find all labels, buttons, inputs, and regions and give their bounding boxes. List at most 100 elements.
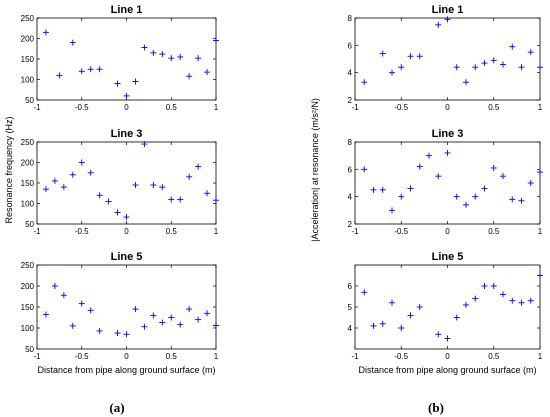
- data-point: [213, 322, 219, 329]
- x-tick-label: 0.5: [488, 352, 500, 361]
- data-point: [51, 283, 58, 289]
- data-point: [389, 69, 395, 76]
- data-point: [42, 29, 49, 36]
- x-tick-label: 0.5: [488, 103, 500, 112]
- data-point: [141, 141, 148, 148]
- y-tick-label: 6: [348, 282, 353, 291]
- data-point: [435, 173, 442, 180]
- data-point: [195, 163, 202, 170]
- right-y-axis-label: |Acceleration| at resonance (m/s²/N): [310, 98, 320, 242]
- x-axis-label: Distance from pipe along ground surface …: [358, 365, 536, 375]
- panel-title: Line 3: [432, 128, 464, 140]
- data-point: [500, 173, 506, 180]
- x-tick-label: 0: [124, 352, 129, 361]
- data-point: [444, 149, 451, 156]
- data-point: [453, 64, 460, 71]
- panel-title: Line 1: [111, 4, 143, 16]
- data-point: [96, 192, 103, 199]
- data-point: [195, 316, 202, 323]
- data-point: [150, 182, 157, 189]
- data-point: [132, 182, 139, 189]
- data-point: [527, 297, 534, 304]
- x-tick-label: -1: [33, 103, 41, 112]
- data-point: [416, 163, 423, 170]
- data-point: [463, 79, 469, 86]
- plot-frame: [36, 17, 217, 101]
- data-point: [527, 49, 534, 56]
- data-point: [398, 325, 405, 331]
- x-tick-label: 1: [214, 352, 219, 361]
- y-tick-label: 6: [348, 41, 353, 50]
- data-point: [168, 196, 175, 203]
- data-point: [177, 321, 184, 328]
- data-point: [398, 64, 405, 71]
- y-tick-label: 100: [21, 76, 35, 85]
- data-point: [435, 331, 442, 338]
- data-point: [96, 327, 103, 334]
- data-point: [509, 196, 516, 203]
- data-point: [132, 78, 139, 85]
- data-point: [490, 283, 497, 289]
- data-point: [490, 57, 497, 64]
- x-tick-label: -1: [33, 352, 41, 361]
- data-point: [204, 190, 211, 197]
- data-point: [537, 64, 543, 71]
- x-tick-label: 0.5: [166, 227, 178, 236]
- data-point: [472, 64, 479, 71]
- data-point: [407, 53, 414, 60]
- plot-frame: [36, 141, 217, 225]
- data-point: [168, 55, 175, 62]
- data-point: [398, 193, 405, 200]
- data-point: [123, 331, 130, 338]
- y-tick-label: 8: [348, 138, 353, 147]
- data-point: [105, 198, 112, 205]
- data-point: [453, 193, 460, 200]
- caption-a: (a): [109, 400, 124, 415]
- data-point: [453, 314, 460, 321]
- plot-frame: [354, 17, 541, 101]
- data-point: [141, 44, 148, 51]
- data-point: [490, 164, 497, 171]
- data-point: [159, 51, 166, 58]
- data-point: [463, 201, 469, 208]
- data-point: [518, 299, 525, 306]
- y-tick-label: 150: [21, 303, 35, 312]
- y-tick-label: 200: [21, 35, 35, 44]
- data-point: [114, 209, 121, 216]
- x-tick-label: 1: [214, 227, 219, 236]
- x-tick-label: -1: [351, 227, 359, 236]
- y-tick-label: 100: [21, 200, 35, 209]
- x-tick-label: 1: [214, 103, 219, 112]
- data-point: [60, 184, 67, 191]
- data-point: [527, 180, 534, 186]
- y-tick-label: 200: [21, 282, 35, 291]
- data-point: [186, 173, 193, 180]
- data-point: [472, 193, 479, 200]
- x-tick-label: -0.5: [75, 103, 89, 112]
- data-point: [518, 64, 525, 71]
- data-point: [379, 320, 386, 327]
- data-point: [435, 21, 442, 28]
- x-tick-label: 1: [538, 103, 543, 112]
- data-point: [463, 301, 469, 308]
- x-tick-label: 0: [124, 103, 129, 112]
- data-point: [150, 312, 157, 319]
- y-tick-label: 4: [348, 193, 353, 202]
- data-point: [78, 68, 85, 75]
- data-point: [481, 283, 488, 289]
- x-tick-label: -0.5: [75, 227, 89, 236]
- y-tick-label: 4: [348, 324, 353, 333]
- data-point: [42, 311, 49, 318]
- x-tick-label: -0.5: [394, 103, 408, 112]
- data-point: [168, 314, 175, 321]
- x-tick-label: -0.5: [394, 227, 408, 236]
- data-point: [509, 297, 516, 304]
- x-tick-label: -1: [351, 103, 359, 112]
- y-tick-label: 250: [21, 261, 35, 270]
- data-point: [370, 322, 377, 329]
- x-tick-label: 0: [445, 352, 450, 361]
- panel-5: Line 3 -1 -0.5 0 0.5 1 2 4 6 8: [348, 128, 543, 236]
